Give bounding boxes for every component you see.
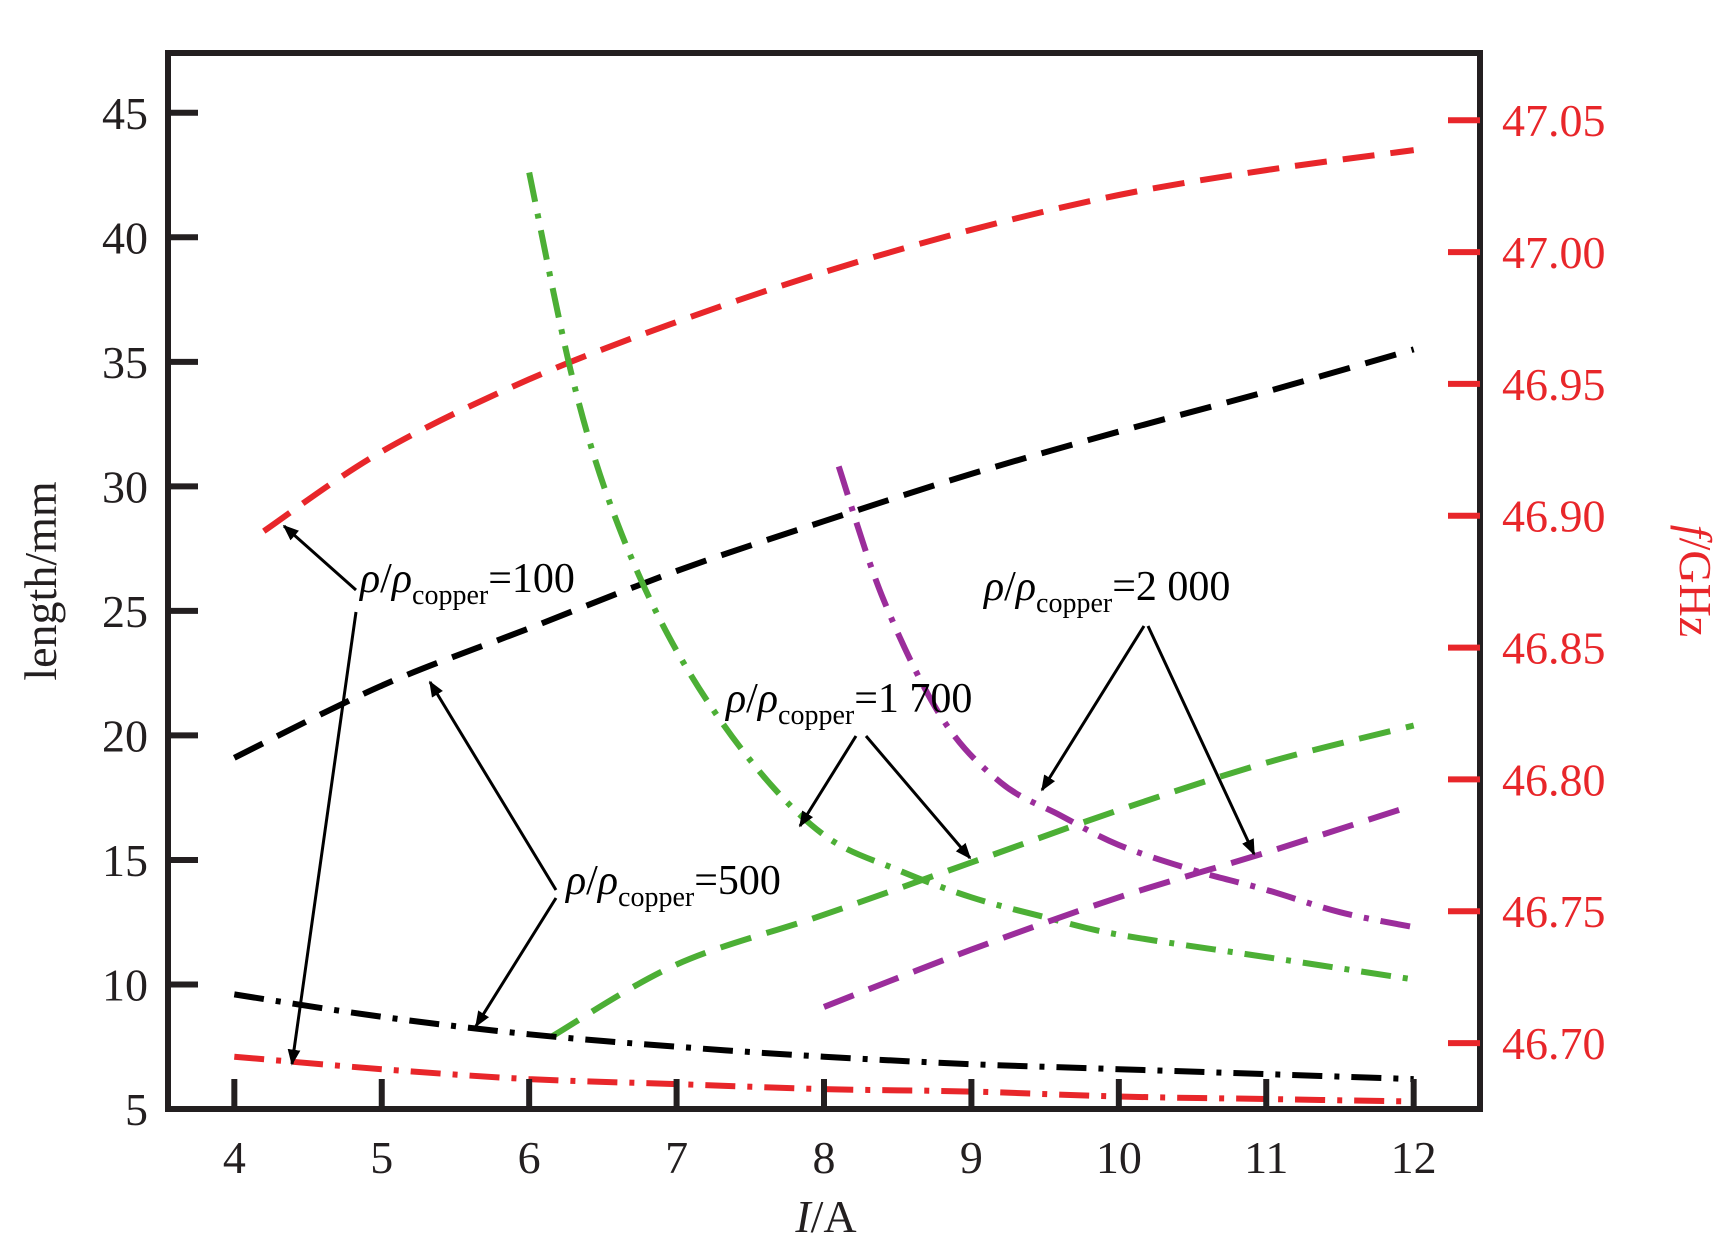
svg-text:ρ/ρcopper=1 700: ρ/ρcopper=1 700 [724,676,972,731]
y-tick-label: 45 [102,88,148,139]
annotation-rho-100: ρ/ρcopper=100 [282,524,575,1066]
x-tick-label: 8 [813,1132,836,1183]
svg-text:ρ/ρcopper=500: ρ/ρcopper=500 [564,858,781,913]
y-tick-label: 20 [102,710,148,761]
y2-tick-label: 46.95 [1502,359,1606,410]
x-axis-ticks: 4 5 6 7 8 9 10 11 12 [223,1079,1437,1183]
y-tick-label: 30 [102,461,148,512]
y2-tick-label: 46.70 [1502,1018,1606,1069]
annotation-rho-2000: ρ/ρcopper=2 000 [982,564,1256,856]
svg-text:ρ/ρcopper=100: ρ/ρcopper=100 [358,556,575,611]
series-line-purple-dash-5 [822,802,1415,1010]
x-tick-label: 11 [1244,1132,1288,1183]
y2-tick-label: 46.85 [1502,623,1606,674]
y-tick-label: 35 [102,337,148,388]
y-tick-label: 10 [102,959,148,1010]
x-tick-label: 10 [1096,1132,1142,1183]
series-line-red-dash-0 [262,147,1415,534]
x-tick-label: 12 [1391,1132,1437,1183]
series-line-purple-dashdot-3 [835,465,1415,931]
series-line-green-dashdot-2 [526,171,1415,983]
y2-tick-label: 46.90 [1502,491,1606,542]
series-line-black-dashdot-6 [233,991,1414,1083]
y-tick-label: 25 [102,586,148,637]
y-tick-label: 5 [125,1084,148,1135]
y2-tick-label: 46.80 [1502,754,1606,805]
x-axis-title: I/A [794,1191,856,1242]
annotation-rho-1700: ρ/ρcopper=1 700 [724,676,972,860]
svg-text:ρ/ρcopper=2 000: ρ/ρcopper=2 000 [982,564,1230,619]
y2-tick-label: 47.00 [1502,227,1606,278]
y-axis-title: length/mm [15,481,66,681]
y2-axis-ticks: 46.70 46.75 46.80 46.85 46.90 46.95 47.00 47.05 [1448,95,1606,1069]
y2-tick-label: 46.75 [1502,886,1606,937]
series-line-green-dash-4 [549,722,1415,1040]
series-layer [232,147,1415,1105]
x-tick-label: 9 [960,1132,983,1183]
y-tick-label: 40 [102,212,148,263]
x-tick-label: 5 [370,1132,393,1183]
x-tick-label: 4 [223,1132,246,1183]
y-axis-ticks: 5 10 15 20 25 30 35 40 45 [102,88,198,1135]
series-line-black-dash-1 [232,346,1415,761]
y2-axis-title: f/GHz [1670,525,1718,637]
y2-tick-label: 47.05 [1502,95,1606,146]
annotation-rho-500: ρ/ρcopper=500 [428,680,781,1028]
x-tick-label: 7 [665,1132,688,1183]
x-tick-label: 6 [518,1132,541,1183]
y-tick-label: 15 [102,835,148,886]
